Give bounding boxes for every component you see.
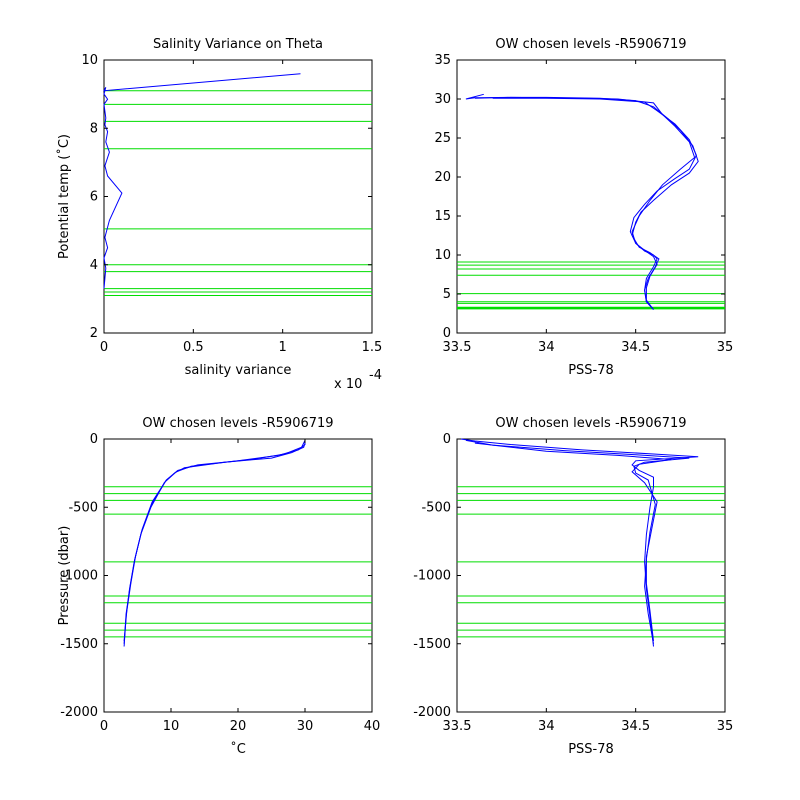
x-axis-exponent-power: -4 <box>369 368 382 383</box>
x-tick-label: 40 <box>364 719 381 734</box>
chart-title: OW chosen levels -R5906719 <box>142 416 333 431</box>
chart-panel-1: 0 0.5 1 1.5 2 4 6 8 10 Salinity Variance on Theta… <box>56 37 382 392</box>
x-tick-label: 0.5 <box>183 340 204 355</box>
y-tick-label: 30 <box>434 92 451 107</box>
x-tick-label: 1 <box>279 340 287 355</box>
x-axis-label: PSS-78 <box>568 742 614 757</box>
y-tick-label: 35 <box>434 53 451 68</box>
y-tick-label: 0 <box>443 326 451 341</box>
y-tick-label: 0 <box>443 432 451 447</box>
x-tick-label: 34.5 <box>621 719 650 734</box>
chart-panel-3: 0 10 20 30 40 -2000 -1500 -1000 -500 0 OW chosen l… <box>57 416 380 757</box>
y-tick-label: 10 <box>81 53 98 68</box>
y-tick-label: 25 <box>434 131 451 146</box>
y-tick-label: -1000 <box>60 569 98 584</box>
x-axis-label: PSS-78 <box>568 363 614 378</box>
profile-line-2 <box>465 439 690 644</box>
x-tick-label: 34 <box>538 719 555 734</box>
chart-panel-4: 33.5 34 34.5 35 -2000 -1500 -1000 -500 0 OW chose… <box>413 416 733 757</box>
plot-area-frame <box>103 438 373 713</box>
y-tick-label: 0 <box>90 432 98 447</box>
profile-line-1 <box>460 438 699 647</box>
y-tick-label: 6 <box>90 190 98 205</box>
y-tick-label: -1500 <box>413 637 451 652</box>
profile-line-1 <box>123 439 306 647</box>
y-tick-label: 8 <box>90 121 98 136</box>
y-tick-label: 15 <box>434 209 451 224</box>
profile-line-1 <box>103 73 301 289</box>
x-tick-label: 33.5 <box>443 340 472 355</box>
chart-title: OW chosen levels -R5906719 <box>495 416 686 431</box>
x-tick-label: 34.5 <box>621 340 650 355</box>
x-tick-label: 0 <box>100 340 108 355</box>
x-axis-label: salinity variance <box>185 363 292 378</box>
y-tick-label: 5 <box>443 287 451 302</box>
x-axis-exponent-base: x 10 <box>334 377 362 392</box>
x-tick-label: 1.5 <box>362 340 383 355</box>
y-tick-label: 2 <box>90 326 98 341</box>
y-tick-label: -500 <box>421 500 451 515</box>
y-tick-label: -2000 <box>413 705 451 720</box>
profile-line-3 <box>474 442 672 642</box>
profile-line-2 <box>123 439 306 644</box>
profile-line-1 <box>465 93 696 310</box>
x-tick-label: 33.5 <box>443 719 472 734</box>
y-axis-label: Potential temp (˚C) <box>56 134 72 259</box>
plot-area-frame <box>456 59 726 334</box>
x-tick-label: 30 <box>297 719 314 734</box>
y-tick-label: -1000 <box>413 569 451 584</box>
plot-area-frame <box>456 438 726 713</box>
y-tick-label: -1500 <box>60 637 98 652</box>
profile-line-3 <box>123 440 306 642</box>
y-tick-label: -500 <box>68 500 98 515</box>
x-tick-label: 20 <box>230 719 247 734</box>
x-tick-label: 10 <box>163 719 180 734</box>
chart-title: OW chosen levels -R5906719 <box>495 37 686 52</box>
y-tick-label: 10 <box>434 248 451 263</box>
profile-line-2 <box>474 96 699 310</box>
y-tick-label: 4 <box>90 258 98 273</box>
y-tick-label: -2000 <box>60 705 98 720</box>
x-tick-label: 34 <box>538 340 555 355</box>
x-tick-label: 35 <box>717 719 734 734</box>
x-tick-label: 35 <box>717 340 734 355</box>
profile-line-3 <box>492 97 697 310</box>
y-tick-label: 20 <box>434 170 451 185</box>
chart-title: Salinity Variance on Theta <box>153 37 323 52</box>
y-axis-label: Pressure (dbar) <box>57 526 72 626</box>
x-axis-label: ˚C <box>230 741 246 757</box>
chart-panel-2: 33.5 34 34.5 35 0 5 10 15 20 25 30 35 OW chosen leve… <box>434 37 733 378</box>
x-tick-label: 0 <box>100 719 108 734</box>
